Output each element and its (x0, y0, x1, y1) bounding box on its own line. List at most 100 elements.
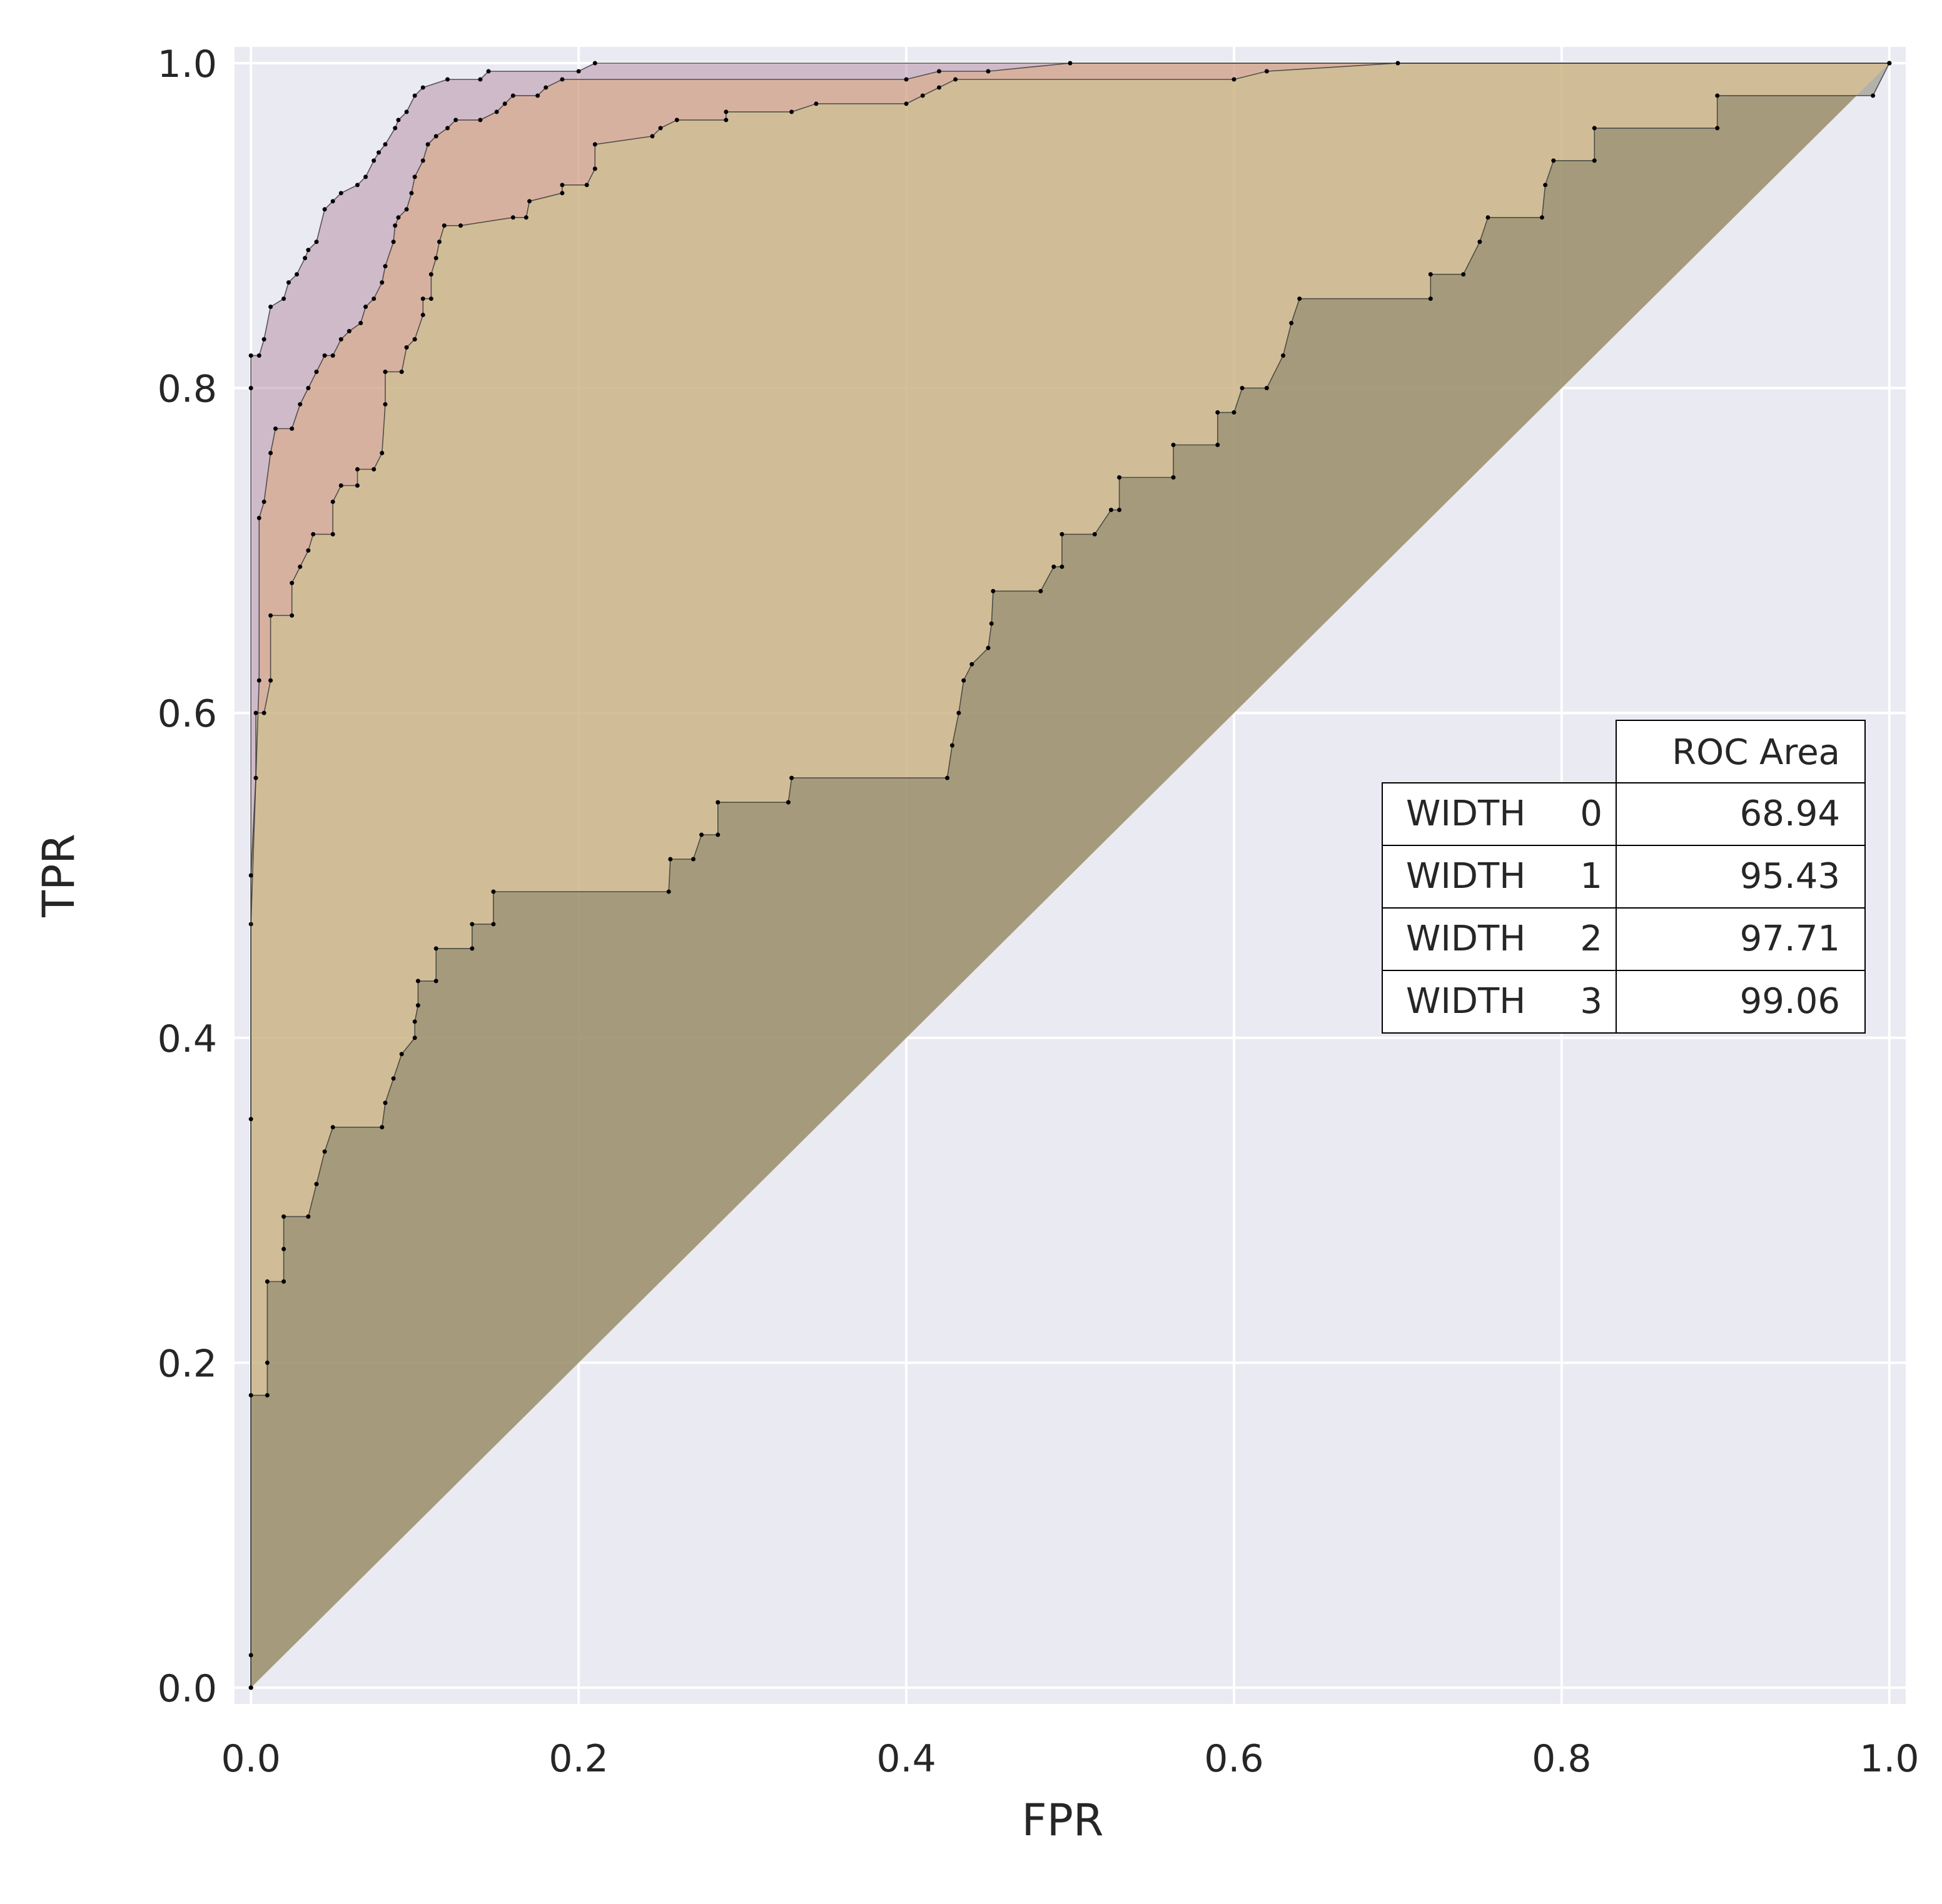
roc-point-3 (306, 248, 311, 253)
table-row-value: 99.06 (1740, 981, 1840, 1022)
roc-point-1 (560, 183, 565, 188)
roc-point-2 (358, 321, 363, 326)
roc-point-2 (535, 93, 540, 98)
roc-point-2 (306, 386, 311, 391)
roc-point-0 (1171, 443, 1176, 448)
roc-point-0 (433, 979, 438, 984)
roc-point-1 (428, 296, 433, 301)
roc-point-2 (290, 426, 295, 431)
roc-point-2 (420, 158, 425, 163)
roc-point-3 (404, 109, 409, 114)
roc-point-0 (330, 1125, 335, 1130)
roc-point-0 (1543, 183, 1548, 188)
roc-point-1 (1395, 61, 1400, 66)
roc-point-3 (420, 85, 425, 90)
roc-point-2 (412, 174, 417, 179)
roc-point-0 (265, 1393, 270, 1398)
y-axis-title: TPR (33, 834, 84, 918)
roc-point-0 (415, 1003, 420, 1008)
table-row-name: WIDTH (1406, 919, 1525, 959)
roc-point-3 (355, 183, 360, 188)
roc-point-1 (437, 239, 442, 244)
roc-point-2 (338, 337, 343, 342)
roc-point-0 (314, 1182, 319, 1187)
roc-point-1 (268, 678, 273, 683)
roc-point-2 (409, 191, 414, 196)
table-value-cell (1616, 782, 1866, 846)
roc-point-0 (391, 1076, 396, 1081)
roc-point-2 (502, 101, 507, 106)
roc-areas (248, 61, 1892, 1690)
roc-point-1 (399, 370, 404, 375)
roc-point-1 (268, 613, 273, 618)
y-tick-label: 1.0 (158, 43, 217, 86)
y-tick-label: 0.6 (158, 692, 217, 736)
roc-point-3 (396, 118, 401, 123)
roc-point-1 (420, 313, 425, 318)
roc-point-0 (1592, 126, 1597, 131)
roc-point-1 (306, 548, 311, 553)
roc-point-0 (986, 645, 991, 650)
roc-point-1 (650, 134, 655, 139)
roc-point-0 (949, 743, 954, 748)
roc-point-0 (1215, 443, 1220, 448)
table-header: ROC Area (1672, 732, 1840, 773)
table-row-label-cell (1382, 907, 1617, 971)
roc-point-0 (470, 946, 475, 951)
roc-point-0 (716, 832, 721, 837)
roc-point-0 (1539, 215, 1544, 220)
roc-point-1 (814, 101, 819, 106)
roc-point-0 (1060, 564, 1065, 569)
roc-point-1 (355, 466, 360, 471)
roc-point-1 (428, 272, 433, 277)
roc-point-3 (248, 353, 253, 358)
roc-point-0 (415, 979, 420, 984)
roc-point-3 (338, 191, 343, 196)
roc-point-1 (380, 451, 385, 456)
roc-point-2 (478, 118, 483, 123)
roc-point-3 (576, 69, 581, 74)
roc-point-1 (442, 223, 447, 228)
roc-point-0 (716, 800, 721, 805)
roc-point-1 (383, 402, 388, 407)
roc-point-3 (412, 93, 417, 98)
roc-point-1 (560, 191, 565, 196)
roc-point-1 (592, 166, 597, 171)
roc-point-1 (248, 873, 253, 878)
table-row-index: 0 (1580, 793, 1602, 834)
roc-point-3 (303, 256, 308, 261)
roc-point-2 (425, 142, 430, 147)
table-value-cell (1616, 845, 1866, 909)
roc-point-0 (1485, 215, 1490, 220)
roc-point-0 (1117, 475, 1122, 480)
roc-point-0 (491, 889, 496, 894)
roc-point-1 (584, 183, 589, 188)
roc-point-0 (1171, 475, 1176, 480)
roc-point-0 (945, 775, 950, 780)
x-tick-label: 0.6 (1204, 1737, 1263, 1781)
table-row-label-cell (1382, 845, 1617, 909)
roc-point-3 (592, 61, 597, 66)
roc-point-2 (986, 69, 991, 74)
roc-point-1 (920, 93, 925, 98)
roc-point-0 (1428, 272, 1433, 277)
roc-point-3 (281, 296, 286, 301)
roc-point-0 (1551, 158, 1556, 163)
roc-point-3 (268, 305, 273, 310)
roc-point-0 (248, 1393, 253, 1398)
roc-point-1 (261, 710, 266, 715)
roc-point-0 (1108, 507, 1113, 512)
roc-point-0 (969, 662, 974, 667)
roc-point-3 (445, 77, 450, 82)
roc-area-table: ROC Area WIDTH 0 68.94 WIDTH 1 95.43 WIDTH 2 97.7… (1382, 720, 1866, 1034)
x-tick-label: 0.2 (549, 1737, 608, 1781)
roc-point-2 (560, 77, 565, 82)
roc-point-0 (1428, 296, 1433, 301)
roc-point-3 (478, 77, 483, 82)
roc-point-0 (991, 588, 996, 593)
roc-point-2 (544, 85, 549, 90)
roc-point-3 (393, 126, 398, 131)
roc-point-2 (453, 118, 458, 123)
x-tick-label: 0.4 (876, 1737, 936, 1781)
